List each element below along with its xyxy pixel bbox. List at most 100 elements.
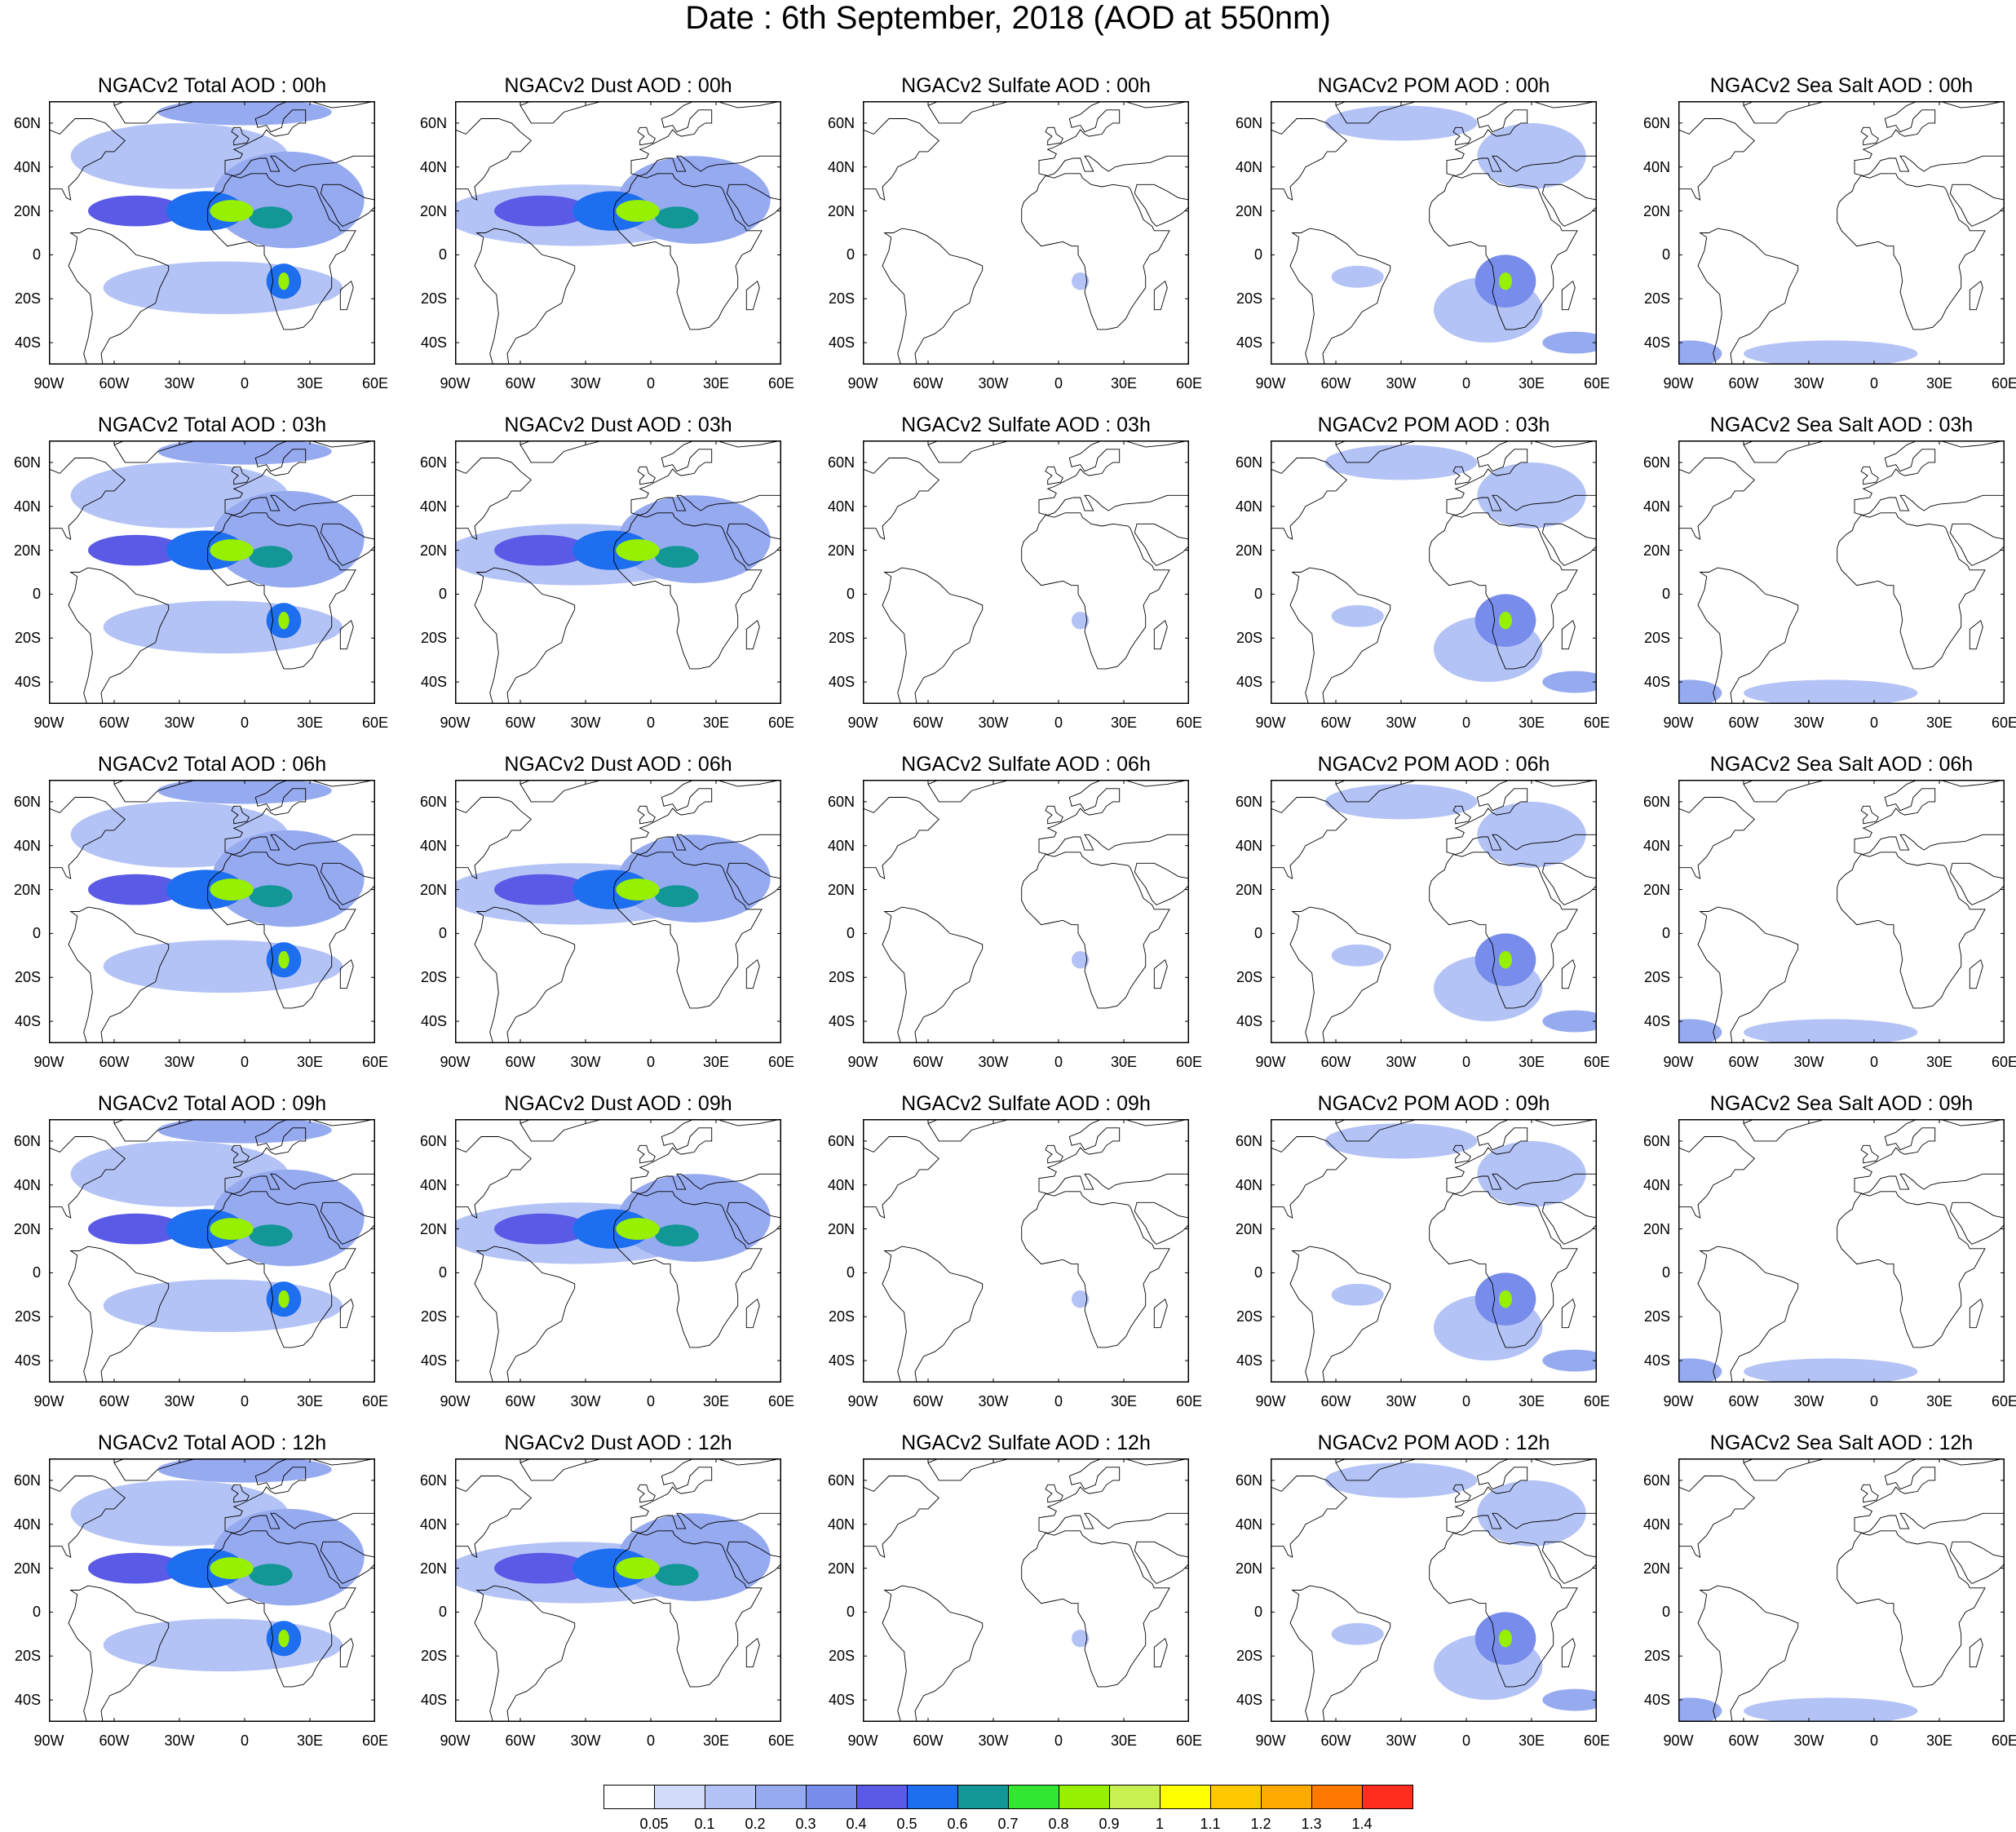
x-tick-label: 0 xyxy=(240,1732,249,1749)
y-tick-label: 60N xyxy=(827,454,855,471)
coastline-europe xyxy=(1446,440,1597,516)
coastline-britain xyxy=(637,466,656,485)
aod-map-plot xyxy=(455,440,781,704)
y-tick-label: 60N xyxy=(827,1132,855,1149)
panel-title: NGACv2 Sulfate AOD : 09h xyxy=(901,1092,1151,1115)
y-tick-label: 20S xyxy=(420,630,447,647)
x-tick-label: 30W xyxy=(978,1732,1009,1749)
coastline-north-america xyxy=(455,458,532,540)
y-tick-label: 0 xyxy=(438,1264,447,1281)
x-tick-label: 90W xyxy=(1663,375,1694,392)
y-tick-label: 0 xyxy=(846,1604,855,1621)
panel-title: NGACv2 Sulfate AOD : 06h xyxy=(901,753,1151,776)
aod-contour-region xyxy=(1072,611,1090,630)
coastline-arabia xyxy=(726,862,781,905)
y-tick-label: 0 xyxy=(32,586,41,603)
coastline-britain xyxy=(1045,466,1063,485)
y-tick-label: 60N xyxy=(419,1132,447,1149)
coastline-north-america xyxy=(49,1136,126,1219)
x-tick-label: 0 xyxy=(240,1393,249,1409)
coastline-south-america xyxy=(1697,1585,1799,1722)
x-tick-label: 90W xyxy=(440,715,471,731)
aod-map-plot xyxy=(1271,101,1597,365)
y-tick-label: 20N xyxy=(827,1220,855,1237)
map-frame xyxy=(49,780,375,1043)
aod-map-plot xyxy=(49,1458,375,1722)
x-tick-label: 60W xyxy=(913,1732,944,1749)
y-tick-label: 20S xyxy=(420,290,447,308)
y-tick-label: 20S xyxy=(420,969,447,986)
aod-map-plot xyxy=(863,101,1189,365)
aod-contour-region xyxy=(157,1119,332,1144)
colorbar-swatch xyxy=(755,1785,807,1809)
x-tick-label: 60E xyxy=(1991,715,2016,731)
x-tick-label: 90W xyxy=(847,375,878,392)
map-panel-dust-row-0: NGACv2 Dust AOD : 00h 60N 40N 20N 0 20S 40S 90W… xyxy=(406,74,794,414)
coastline-north-america xyxy=(1678,1476,1755,1558)
x-tick-label: 30W xyxy=(978,375,1009,392)
aod-contour-region xyxy=(103,600,343,654)
coastline-africa xyxy=(1429,512,1578,670)
coastline-south-america xyxy=(1289,228,1391,365)
aod-contour-region xyxy=(1477,1140,1586,1207)
x-tick-label: 90W xyxy=(33,375,64,392)
x-tick-label: 60E xyxy=(1583,1393,1611,1409)
x-tick-label: 0 xyxy=(1461,715,1470,731)
x-tick-label: 30E xyxy=(296,715,324,731)
y-tick-label: 0 xyxy=(1661,925,1670,942)
x-tick-label: 60E xyxy=(361,715,389,731)
x-tick-label: 0 xyxy=(1054,375,1063,392)
aod-contour-region xyxy=(249,1224,293,1247)
aod-contour-region xyxy=(212,490,365,588)
map-panel-seasalt-row-1: NGACv2 Sea Salt AOD : 03h 60N 40N 20N 0 20S 40… xyxy=(1629,414,2016,754)
y-tick-label: 60N xyxy=(1642,454,1670,471)
y-tick-label: 40N xyxy=(1235,1176,1262,1193)
y-tick-label: 40N xyxy=(13,1516,41,1533)
x-tick-label: 60W xyxy=(913,1054,944,1070)
y-tick-label: 20S xyxy=(828,1308,855,1325)
y-tick-label: 20N xyxy=(419,542,447,559)
aod-contour-region xyxy=(1542,331,1597,354)
y-tick-label: 20N xyxy=(13,202,41,219)
y-tick-label: 0 xyxy=(1661,1264,1670,1281)
coastline-britain xyxy=(637,805,656,825)
coastline-africa xyxy=(613,1530,763,1688)
x-tick-label: 30E xyxy=(1925,1732,1953,1749)
coastline-greenland xyxy=(519,780,603,803)
coastline-madagascar xyxy=(1561,1298,1576,1329)
coastline-north-america xyxy=(49,797,126,879)
y-tick-label: 40S xyxy=(14,1692,41,1709)
coastline-africa xyxy=(1837,852,1986,1009)
aod-contour-region xyxy=(278,272,290,290)
aod-map-plot xyxy=(863,440,1189,704)
y-tick-label: 20N xyxy=(1235,1560,1262,1577)
coastline-south-america xyxy=(474,906,576,1043)
aod-contour-region xyxy=(1072,1629,1090,1648)
coastline-africa xyxy=(613,173,763,330)
coastline-britain xyxy=(231,466,250,485)
aod-contour-region xyxy=(278,950,290,969)
x-tick-label: 90W xyxy=(1663,715,1694,731)
coastline-arabia xyxy=(320,1541,375,1584)
coastline-africa xyxy=(1429,852,1578,1009)
aod-contour-region xyxy=(88,195,184,227)
aod-map-plot xyxy=(1678,1458,2005,1722)
y-tick-label: 20N xyxy=(13,881,41,898)
y-tick-label: 40S xyxy=(420,1692,447,1709)
y-tick-label: 20S xyxy=(14,290,41,308)
x-tick-label: 30E xyxy=(1110,1054,1138,1070)
y-tick-label: 40N xyxy=(827,837,855,854)
aod-contour-region xyxy=(655,546,699,569)
map-frame xyxy=(863,440,1189,704)
x-tick-label: 30W xyxy=(1793,715,1824,731)
map-frame xyxy=(1271,1119,1597,1383)
y-tick-label: 0 xyxy=(1253,586,1262,603)
map-panel-seasalt-row-3: NGACv2 Sea Salt AOD : 09h 60N 40N 20N 0 20S 40… xyxy=(1629,1092,2016,1432)
x-tick-label: 0 xyxy=(1054,1393,1063,1409)
x-tick-label: 30E xyxy=(1518,715,1545,731)
coastline-greenland xyxy=(519,440,603,463)
coastline-south-america xyxy=(882,228,984,365)
colorbar-swatch xyxy=(856,1785,908,1809)
x-tick-label: 60W xyxy=(1320,375,1351,392)
coastline-north-america xyxy=(1678,797,1755,879)
